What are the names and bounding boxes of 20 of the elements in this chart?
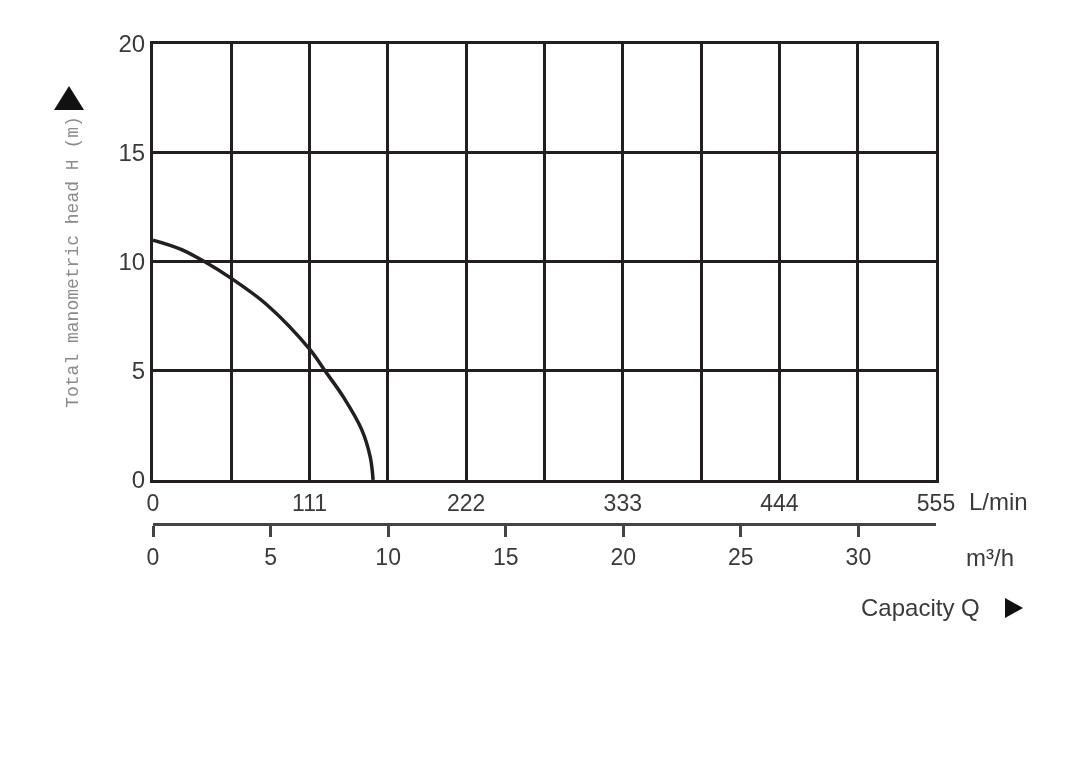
y-tick-label: 5	[131, 357, 146, 385]
x-tick-label: 444	[760, 489, 799, 516]
y-tick-label: 20	[118, 30, 146, 58]
x2-tick-label: 30	[845, 543, 872, 570]
x-axis-title: L/min	[969, 488, 1028, 515]
y-tick-label: 10	[118, 248, 146, 276]
text: Capacity Q	[861, 594, 980, 621]
x2-tick-label: 25	[728, 543, 754, 570]
x-tick-label: 111	[292, 489, 328, 516]
y-tick-label: 15	[118, 139, 146, 167]
x2-tick-label: 10	[375, 543, 401, 570]
x-tick-label: 555	[916, 489, 956, 516]
x2-axis-title: m³/h	[966, 544, 1014, 571]
y-tick-label: 0	[131, 466, 146, 494]
x-tick-label: 333	[603, 489, 642, 516]
x-tick-label: 222	[447, 489, 486, 516]
x2-tick-label: 5	[264, 543, 277, 570]
y-axis-title: Total manometric head H (m)	[62, 116, 83, 408]
x2-tick-label: 15	[492, 543, 519, 570]
x2-tick-label: 20	[610, 543, 637, 570]
